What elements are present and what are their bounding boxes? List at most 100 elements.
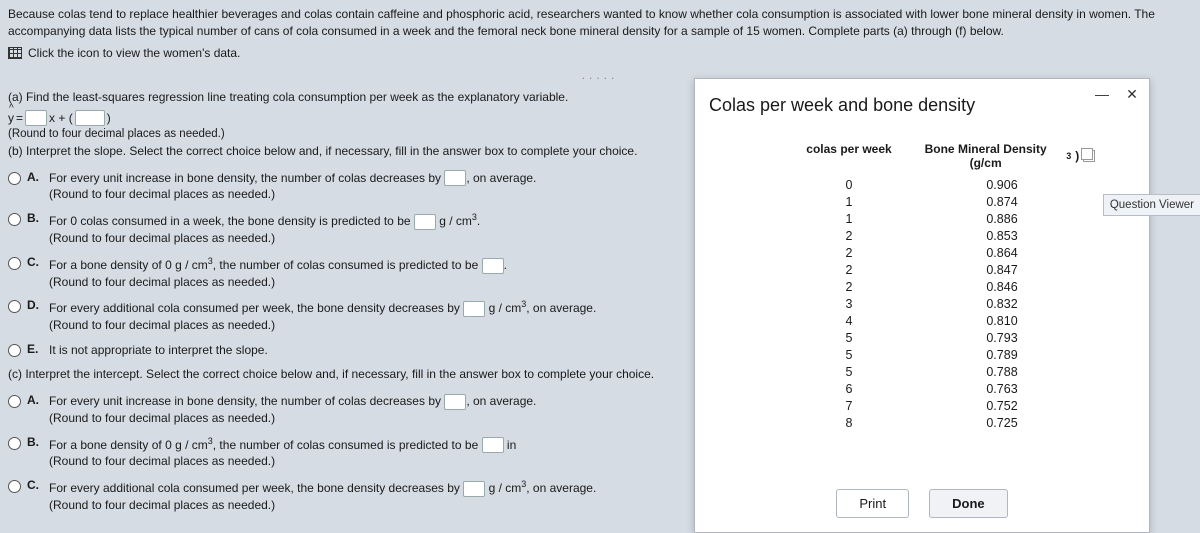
cell-colas: 0 xyxy=(789,178,909,192)
choice-text: It is not appropriate to interpret the s… xyxy=(49,343,268,357)
table-row: 20.853 xyxy=(789,227,1095,244)
col-header-density: Bone Mineral Density (g/cm3) xyxy=(909,142,1095,170)
table-row: 50.793 xyxy=(789,329,1095,346)
cell-colas: 6 xyxy=(789,382,909,396)
cell-density: 0.847 xyxy=(909,263,1095,277)
choice-text: , the number of colas consumed is predic… xyxy=(213,258,482,272)
choice-text: For a bone density of 0 g / cm xyxy=(49,438,208,452)
table-row: 70.752 xyxy=(789,397,1095,414)
cell-density: 0.789 xyxy=(909,348,1095,362)
round-note: (Round to four decimal places as needed.… xyxy=(49,454,275,468)
radio-icon[interactable] xyxy=(8,480,21,493)
choice-text: For 0 colas consumed in a week, the bone… xyxy=(49,214,414,228)
choice-letter: D. xyxy=(27,298,43,312)
radio-icon[interactable] xyxy=(8,172,21,185)
cell-colas: 2 xyxy=(789,280,909,294)
cell-density: 0.874 xyxy=(909,195,1095,209)
table-row: 40.810 xyxy=(789,312,1095,329)
data-link-row[interactable]: Click the icon to view the women's data. xyxy=(0,42,1200,64)
round-note: (Round to four decimal places as needed.… xyxy=(49,318,275,332)
answer-input[interactable] xyxy=(444,394,466,410)
radio-icon[interactable] xyxy=(8,437,21,450)
radio-icon[interactable] xyxy=(8,344,21,357)
equals: = xyxy=(16,111,23,125)
superscript: 3 xyxy=(1066,151,1071,161)
answer-input[interactable] xyxy=(463,301,485,317)
table-row: 50.788 xyxy=(789,363,1095,380)
choice-letter: B. xyxy=(27,211,43,225)
table-header: colas per week Bone Mineral Density (g/c… xyxy=(729,138,1115,176)
choice-text: , on average. xyxy=(526,301,596,315)
choice-letter: B. xyxy=(27,435,43,449)
cell-density: 0.846 xyxy=(909,280,1095,294)
cell-colas: 5 xyxy=(789,331,909,345)
choice-letter: A. xyxy=(27,170,43,184)
answer-input[interactable] xyxy=(482,258,504,274)
radio-icon[interactable] xyxy=(8,395,21,408)
col-header-close: ) xyxy=(1075,149,1079,163)
table-row: 10.874 xyxy=(789,193,1095,210)
choice-letter: C. xyxy=(27,255,43,269)
choice-text: For a bone density of 0 g / cm xyxy=(49,258,208,272)
slope-input[interactable] xyxy=(25,110,47,126)
radio-icon[interactable] xyxy=(8,300,21,313)
cell-colas: 4 xyxy=(789,314,909,328)
question-viewer-tab[interactable]: Question Viewer xyxy=(1103,194,1200,216)
cell-density: 0.832 xyxy=(909,297,1095,311)
choice-text: g / cm xyxy=(485,481,521,495)
table-row: 80.725 xyxy=(789,414,1095,431)
round-note: (Round to four decimal places as needed.… xyxy=(49,187,275,201)
cell-colas: 5 xyxy=(789,348,909,362)
y-hat: y xyxy=(8,111,14,125)
cell-colas: 2 xyxy=(789,246,909,260)
choice-text: , the number of colas consumed is predic… xyxy=(213,438,482,452)
round-note: (Round to four decimal places as needed.… xyxy=(49,231,275,245)
table-row: 10.886 xyxy=(789,210,1095,227)
col-header-colas: colas per week xyxy=(789,142,909,170)
cell-density: 0.810 xyxy=(909,314,1095,328)
print-button[interactable]: Print xyxy=(836,489,909,518)
data-popup: — ✕ Colas per week and bone density cola… xyxy=(694,78,1150,533)
answer-input[interactable] xyxy=(414,214,436,230)
data-link-text: Click the icon to view the women's data. xyxy=(28,46,240,60)
table-row: 00.906 xyxy=(789,176,1095,193)
round-note: (Round to four decimal places as needed.… xyxy=(49,498,275,512)
round-note: (Round to four decimal places as needed.… xyxy=(49,275,275,289)
table-row: 50.789 xyxy=(789,346,1095,363)
cell-colas: 2 xyxy=(789,263,909,277)
cell-density: 0.793 xyxy=(909,331,1095,345)
cell-colas: 3 xyxy=(789,297,909,311)
answer-input[interactable] xyxy=(444,170,466,186)
copy-icon[interactable] xyxy=(1083,150,1095,162)
minimize-icon[interactable]: — xyxy=(1093,85,1111,103)
answer-input[interactable] xyxy=(463,481,485,497)
choice-text: For every unit increase in bone density,… xyxy=(49,394,444,408)
done-button[interactable]: Done xyxy=(929,489,1008,518)
data-table: colas per week Bone Mineral Density (g/c… xyxy=(709,128,1135,431)
cell-colas: 8 xyxy=(789,416,909,430)
choice-text: g / cm xyxy=(485,301,521,315)
answer-input[interactable] xyxy=(482,437,504,453)
choice-text: g / cm xyxy=(436,214,472,228)
choice-letter: E. xyxy=(27,342,43,356)
problem-intro: Because colas tend to replace healthier … xyxy=(0,0,1200,42)
table-row: 20.846 xyxy=(789,278,1095,295)
close-paren: ) xyxy=(107,111,111,125)
cell-density: 0.752 xyxy=(909,399,1095,413)
cell-colas: 2 xyxy=(789,229,909,243)
table-row: 20.847 xyxy=(789,261,1095,278)
radio-icon[interactable] xyxy=(8,257,21,270)
close-icon[interactable]: ✕ xyxy=(1123,85,1141,103)
choice-text: , on average. xyxy=(466,394,536,408)
cell-density: 0.853 xyxy=(909,229,1095,243)
round-note: (Round to four decimal places as needed.… xyxy=(49,411,275,425)
choice-text: For every unit increase in bone density,… xyxy=(49,171,444,185)
intercept-input[interactable] xyxy=(75,110,105,126)
choice-text: For every additional cola consumed per w… xyxy=(49,481,463,495)
popup-buttons: Print Done xyxy=(695,489,1149,518)
choice-text: For every additional cola consumed per w… xyxy=(49,301,463,315)
cell-colas: 1 xyxy=(789,195,909,209)
cell-density: 0.725 xyxy=(909,416,1095,430)
popup-window-controls: — ✕ xyxy=(1093,85,1141,103)
radio-icon[interactable] xyxy=(8,213,21,226)
